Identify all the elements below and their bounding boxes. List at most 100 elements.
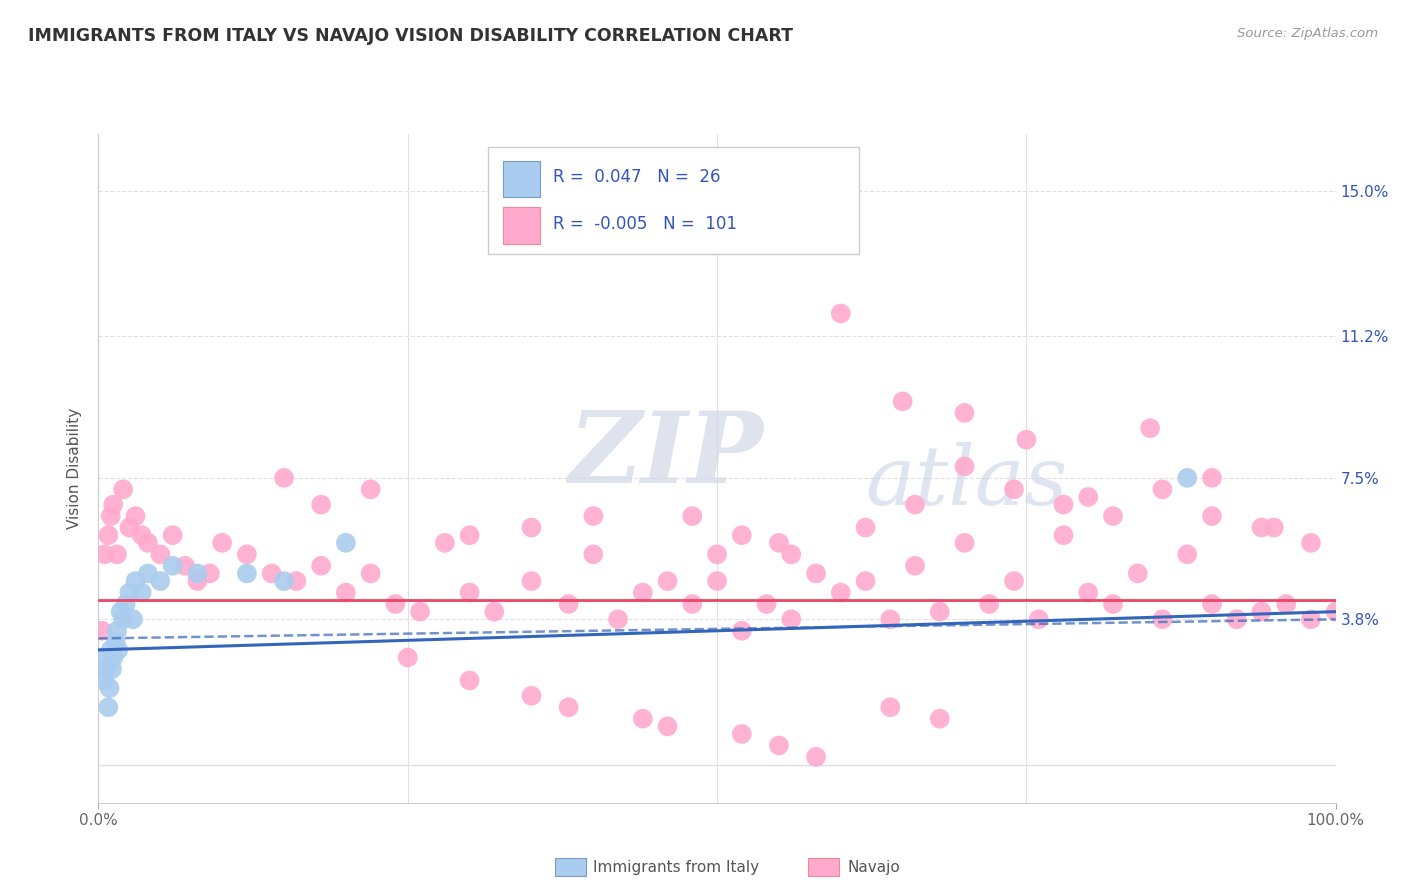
- Point: [97, 700, 120, 714]
- Point: [149, 574, 172, 588]
- Point: [186, 566, 208, 581]
- Point: [681, 597, 703, 611]
- Point: [100, 643, 122, 657]
- Point: [855, 574, 877, 588]
- Point: [1126, 566, 1149, 581]
- Point: [1152, 483, 1174, 497]
- Y-axis label: Vision Disability: Vision Disability: [67, 408, 83, 529]
- Point: [904, 498, 927, 512]
- Point: [118, 585, 141, 599]
- Point: [1102, 509, 1125, 524]
- Point: [804, 566, 827, 581]
- Point: [174, 558, 197, 573]
- Point: [236, 547, 259, 561]
- Point: [131, 528, 153, 542]
- Point: [110, 605, 132, 619]
- Point: [91, 624, 114, 638]
- Point: [731, 727, 754, 741]
- Point: [97, 528, 120, 542]
- Point: [458, 528, 481, 542]
- Point: [731, 624, 754, 638]
- Point: [1077, 585, 1099, 599]
- Point: [1139, 421, 1161, 435]
- Point: [681, 509, 703, 524]
- FancyBboxPatch shape: [503, 208, 540, 244]
- Point: [855, 520, 877, 534]
- Point: [1102, 597, 1125, 611]
- Point: [105, 547, 128, 561]
- Point: [136, 536, 159, 550]
- Point: [105, 624, 128, 638]
- Point: [433, 536, 456, 550]
- Point: [104, 635, 127, 649]
- Point: [657, 574, 679, 588]
- Point: [780, 547, 803, 561]
- Point: [1226, 612, 1249, 626]
- Point: [101, 662, 124, 676]
- Point: [1052, 528, 1074, 542]
- Point: [103, 650, 125, 665]
- Point: [928, 605, 950, 619]
- Point: [114, 597, 136, 611]
- Point: [94, 662, 117, 676]
- Point: [309, 558, 332, 573]
- Point: [93, 547, 115, 561]
- Point: [198, 566, 221, 581]
- FancyBboxPatch shape: [488, 147, 859, 254]
- Point: [830, 585, 852, 599]
- Point: [780, 612, 803, 626]
- Point: [582, 509, 605, 524]
- Point: [631, 712, 654, 726]
- Point: [904, 558, 927, 573]
- Text: Navajo: Navajo: [848, 860, 901, 874]
- Point: [1299, 536, 1322, 550]
- Point: [1201, 509, 1223, 524]
- Point: [335, 536, 357, 550]
- Point: [384, 597, 406, 611]
- Point: [657, 719, 679, 733]
- Point: [582, 547, 605, 561]
- Point: [1028, 612, 1050, 626]
- Point: [91, 650, 114, 665]
- Point: [103, 498, 125, 512]
- Point: [118, 520, 141, 534]
- Point: [879, 612, 901, 626]
- Text: R =  -0.005   N =  101: R = -0.005 N = 101: [553, 215, 737, 233]
- Point: [1201, 597, 1223, 611]
- Point: [458, 673, 481, 688]
- Point: [273, 574, 295, 588]
- Text: R =  0.047   N =  26: R = 0.047 N = 26: [553, 169, 720, 186]
- Point: [731, 528, 754, 542]
- Text: IMMIGRANTS FROM ITALY VS NAVAJO VISION DISABILITY CORRELATION CHART: IMMIGRANTS FROM ITALY VS NAVAJO VISION D…: [28, 27, 793, 45]
- Point: [124, 509, 146, 524]
- Point: [1175, 547, 1198, 561]
- Point: [236, 566, 259, 581]
- Point: [93, 673, 115, 688]
- Point: [458, 585, 481, 599]
- Point: [1052, 498, 1074, 512]
- Point: [122, 612, 145, 626]
- Point: [360, 566, 382, 581]
- Point: [273, 471, 295, 485]
- Point: [1299, 612, 1322, 626]
- Point: [1175, 471, 1198, 485]
- Point: [1201, 471, 1223, 485]
- Point: [830, 306, 852, 320]
- Point: [1250, 605, 1272, 619]
- Point: [162, 558, 184, 573]
- Point: [1077, 490, 1099, 504]
- Point: [879, 700, 901, 714]
- Point: [484, 605, 506, 619]
- Point: [1015, 433, 1038, 447]
- Point: [409, 605, 432, 619]
- Point: [107, 643, 129, 657]
- FancyBboxPatch shape: [503, 161, 540, 197]
- Point: [755, 597, 778, 611]
- Text: Immigrants from Italy: Immigrants from Italy: [593, 860, 759, 874]
- Point: [136, 566, 159, 581]
- Point: [1152, 612, 1174, 626]
- Point: [928, 712, 950, 726]
- Point: [1002, 483, 1025, 497]
- Point: [891, 394, 914, 409]
- Point: [1263, 520, 1285, 534]
